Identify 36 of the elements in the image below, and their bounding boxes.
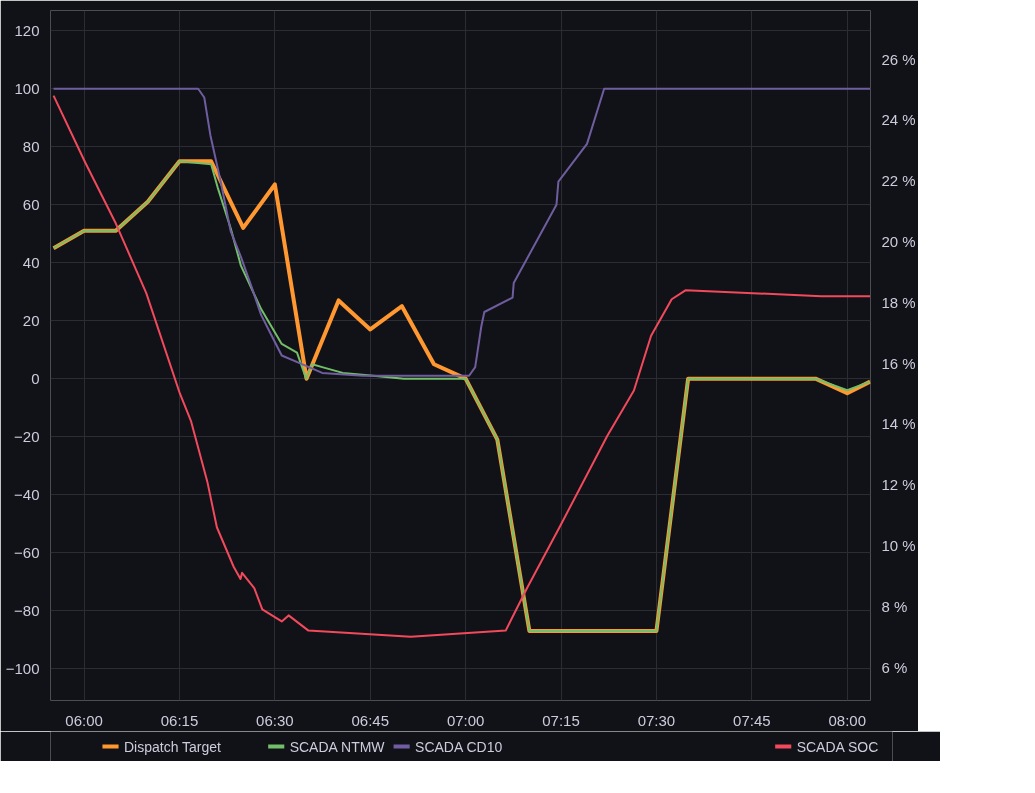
y-tick-label: −20 — [14, 427, 40, 445]
y2-tick-label: 18 % — [881, 293, 916, 311]
legend-label: SCADA SOC — [796, 738, 879, 755]
y-tick-label: 80 — [22, 137, 40, 155]
y2-tick-label: 8 % — [881, 597, 908, 615]
y-tick-label: 60 — [22, 195, 40, 213]
x-tick-label: 07:15 — [542, 711, 580, 729]
x-tick-label: 07:45 — [733, 711, 771, 729]
y2-tick-label: 20 % — [881, 233, 916, 251]
legend-label: Dispatch Target — [123, 738, 222, 755]
y-tick-label: −80 — [14, 601, 40, 619]
legend-label: SCADA NTMW — [289, 738, 386, 755]
x-tick-label: 08:00 — [828, 711, 866, 729]
x-tick-label: 07:30 — [637, 711, 676, 729]
y-tick-label: 120 — [14, 21, 40, 39]
x-tick-label: 06:30 — [256, 711, 294, 729]
x-tick-label: 06:00 — [65, 711, 103, 729]
x-tick-label: 06:45 — [351, 711, 390, 729]
y2-tick-label: 6 % — [881, 658, 908, 676]
y2-tick-label: 22 % — [881, 172, 916, 190]
y2-tick-label: 10 % — [881, 536, 916, 554]
y-tick-label: −40 — [14, 485, 40, 503]
y-tick-label: 100 — [14, 79, 40, 97]
y-tick-label: 0 — [31, 369, 40, 387]
x-tick-label: 06:15 — [160, 711, 199, 729]
y-tick-label: −60 — [14, 543, 40, 561]
y2-tick-label: 26 % — [881, 50, 916, 68]
legend-label: SCADA CD10 — [415, 738, 503, 755]
y2-tick-label: 24 % — [881, 111, 916, 129]
x-tick-label: 07:00 — [446, 711, 485, 729]
y-tick-label: −100 — [5, 659, 40, 677]
y2-tick-label: 16 % — [881, 354, 916, 372]
y-tick-label: 20 — [22, 311, 40, 329]
y2-tick-label: 14 % — [881, 415, 916, 433]
y-tick-label: 40 — [22, 253, 40, 271]
y2-tick-label: 12 % — [881, 476, 916, 494]
